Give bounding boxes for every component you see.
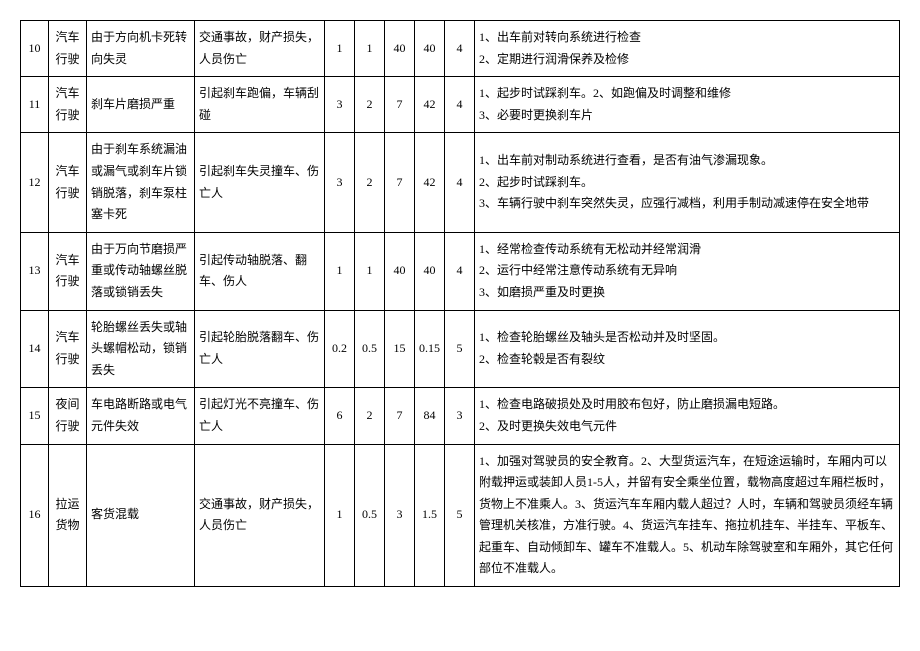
val-c1: 3 xyxy=(325,133,355,232)
effect: 引起轮胎脱落翻车、伤亡人 xyxy=(195,310,325,388)
val-c2: 0.5 xyxy=(355,444,385,587)
effect: 引起灯光不亮撞车、伤亡人 xyxy=(195,388,325,444)
measure: 1、加强对驾驶员的安全教育。2、大型货运汽车，在短途运输时，车厢内可以附载押运或… xyxy=(475,444,900,587)
val-c5: 4 xyxy=(445,232,475,310)
effect: 交通事故，财产损失，人员伤亡 xyxy=(195,444,325,587)
measure: 1、检查电路破损处及时用胶布包好，防止磨损漏电短路。2、及时更换失效电气元件 xyxy=(475,388,900,444)
table-row: 15夜间行驶车电路断路或电气元件失效引起灯光不亮撞车、伤亡人6278431、检查… xyxy=(21,388,900,444)
val-c5: 5 xyxy=(445,310,475,388)
cause: 轮胎螺丝丢失或轴头螺帽松动，锁销丢失 xyxy=(87,310,195,388)
risk-table: 10汽车行驶由于方向机卡死转向失灵交通事故，财产损失，人员伤亡11404041、… xyxy=(20,20,900,587)
val-c3: 7 xyxy=(385,388,415,444)
measure: 1、出车前对转向系统进行检查2、定期进行润滑保养及检修 xyxy=(475,21,900,77)
row-number: 15 xyxy=(21,388,49,444)
val-c3: 7 xyxy=(385,133,415,232)
val-c1: 1 xyxy=(325,444,355,587)
effect: 引起刹车失灵撞车、伤亡人 xyxy=(195,133,325,232)
val-c3: 40 xyxy=(385,232,415,310)
table-row: 14汽车行驶轮胎螺丝丢失或轴头螺帽松动，锁销丢失引起轮胎脱落翻车、伤亡人0.20… xyxy=(21,310,900,388)
category: 汽车行驶 xyxy=(49,21,87,77)
val-c2: 1 xyxy=(355,232,385,310)
row-number: 16 xyxy=(21,444,49,587)
val-c2: 2 xyxy=(355,77,385,133)
category: 汽车行驶 xyxy=(49,232,87,310)
val-c5: 4 xyxy=(445,77,475,133)
row-number: 10 xyxy=(21,21,49,77)
measure: 1、经常检查传动系统有无松动并经常润滑2、运行中经常注意传动系统有无异响3、如磨… xyxy=(475,232,900,310)
effect: 引起传动轴脱落、翻车、伤人 xyxy=(195,232,325,310)
effect: 交通事故，财产损失，人员伤亡 xyxy=(195,21,325,77)
val-c4: 0.15 xyxy=(415,310,445,388)
val-c1: 1 xyxy=(325,21,355,77)
category: 汽车行驶 xyxy=(49,133,87,232)
val-c3: 7 xyxy=(385,77,415,133)
category: 拉运货物 xyxy=(49,444,87,587)
val-c4: 40 xyxy=(415,21,445,77)
row-number: 14 xyxy=(21,310,49,388)
val-c1: 1 xyxy=(325,232,355,310)
measure: 1、出车前对制动系统进行查看，是否有油气渗漏现象。2、起步时试踩刹车。3、车辆行… xyxy=(475,133,900,232)
table-row: 10汽车行驶由于方向机卡死转向失灵交通事故，财产损失，人员伤亡11404041、… xyxy=(21,21,900,77)
val-c1: 0.2 xyxy=(325,310,355,388)
val-c5: 3 xyxy=(445,388,475,444)
cause: 刹车片磨损严重 xyxy=(87,77,195,133)
cause: 由于万向节磨损严重或传动轴螺丝脱落或锁销丢失 xyxy=(87,232,195,310)
row-number: 13 xyxy=(21,232,49,310)
val-c3: 3 xyxy=(385,444,415,587)
val-c3: 15 xyxy=(385,310,415,388)
val-c2: 0.5 xyxy=(355,310,385,388)
val-c1: 6 xyxy=(325,388,355,444)
category: 汽车行驶 xyxy=(49,310,87,388)
cause: 由于刹车系统漏油或漏气或刹车片锁销脱落，刹车泵柱塞卡死 xyxy=(87,133,195,232)
table-row: 13汽车行驶由于万向节磨损严重或传动轴螺丝脱落或锁销丢失引起传动轴脱落、翻车、伤… xyxy=(21,232,900,310)
measure: 1、起步时试踩刹车。2、如跑偏及时调整和维修3、必要时更换刹车片 xyxy=(475,77,900,133)
table-row: 11汽车行驶刹车片磨损严重引起刹车跑偏，车辆刮碰3274241、起步时试踩刹车。… xyxy=(21,77,900,133)
cause: 客货混载 xyxy=(87,444,195,587)
effect: 引起刹车跑偏，车辆刮碰 xyxy=(195,77,325,133)
val-c4: 42 xyxy=(415,133,445,232)
table-row: 12汽车行驶由于刹车系统漏油或漏气或刹车片锁销脱落，刹车泵柱塞卡死引起刹车失灵撞… xyxy=(21,133,900,232)
val-c2: 1 xyxy=(355,21,385,77)
val-c2: 2 xyxy=(355,133,385,232)
val-c5: 4 xyxy=(445,21,475,77)
val-c4: 84 xyxy=(415,388,445,444)
row-number: 12 xyxy=(21,133,49,232)
category: 夜间行驶 xyxy=(49,388,87,444)
val-c2: 2 xyxy=(355,388,385,444)
table-row: 16拉运货物客货混载交通事故，财产损失，人员伤亡10.531.551、加强对驾驶… xyxy=(21,444,900,587)
measure: 1、检查轮胎螺丝及轴头是否松动并及时坚固。2、检查轮毂是否有裂纹 xyxy=(475,310,900,388)
category: 汽车行驶 xyxy=(49,77,87,133)
val-c4: 42 xyxy=(415,77,445,133)
cause: 由于方向机卡死转向失灵 xyxy=(87,21,195,77)
val-c4: 1.5 xyxy=(415,444,445,587)
val-c3: 40 xyxy=(385,21,415,77)
row-number: 11 xyxy=(21,77,49,133)
val-c5: 4 xyxy=(445,133,475,232)
val-c4: 40 xyxy=(415,232,445,310)
cause: 车电路断路或电气元件失效 xyxy=(87,388,195,444)
val-c5: 5 xyxy=(445,444,475,587)
val-c1: 3 xyxy=(325,77,355,133)
